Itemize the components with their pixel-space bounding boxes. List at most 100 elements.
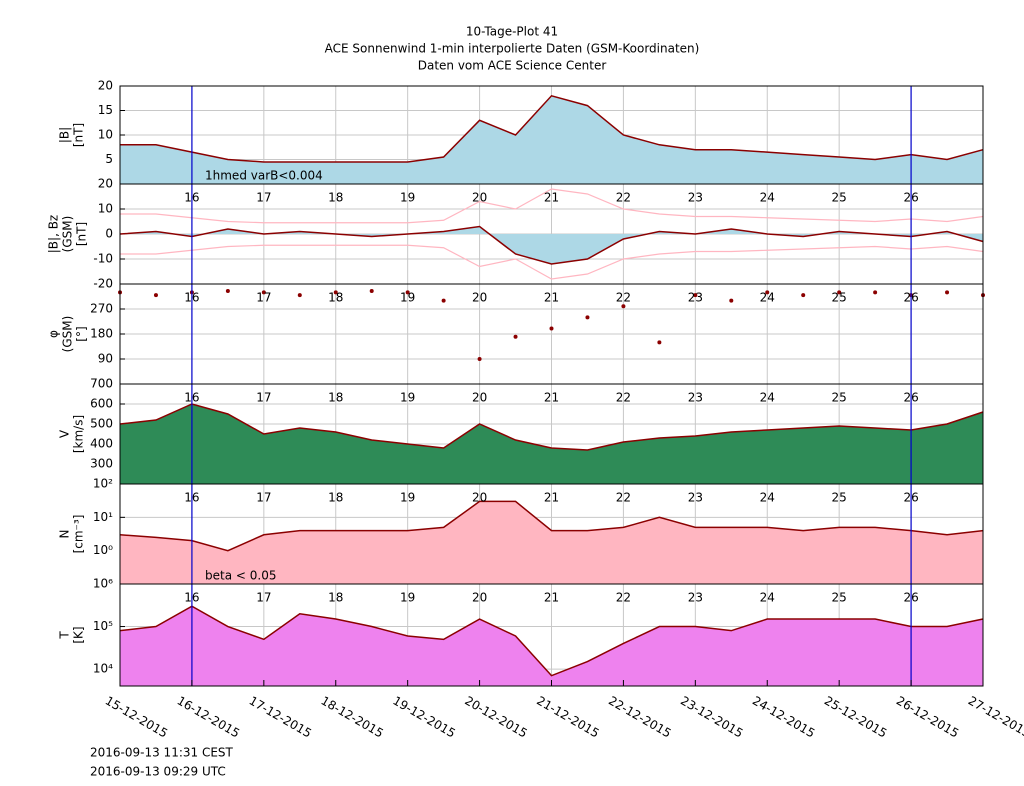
x-tick-label: 21-12-2015 bbox=[534, 694, 601, 741]
y-tick-label: 5 bbox=[105, 152, 113, 166]
day-label: 25 bbox=[832, 591, 847, 605]
area-fill bbox=[120, 226, 983, 264]
day-label: 24 bbox=[760, 391, 775, 405]
y-tick-label: 10⁰ bbox=[93, 543, 113, 557]
data-point bbox=[837, 290, 842, 295]
data-point bbox=[657, 340, 662, 345]
day-label: 22 bbox=[616, 391, 631, 405]
y-axis-label: [K] bbox=[72, 626, 86, 643]
y-axis-label: [nT] bbox=[75, 222, 89, 246]
data-point bbox=[333, 290, 338, 295]
day-label: 18 bbox=[328, 491, 343, 505]
day-label: 21 bbox=[544, 391, 559, 405]
x-tick-label: 27-12-2015 bbox=[966, 694, 1024, 741]
day-label: 25 bbox=[832, 291, 847, 305]
y-axis-label: N bbox=[58, 530, 72, 539]
day-label: 22 bbox=[616, 591, 631, 605]
day-label: 18 bbox=[328, 391, 343, 405]
day-label: 25 bbox=[832, 191, 847, 205]
y-axis-label: φ bbox=[47, 330, 61, 338]
data-point bbox=[585, 315, 590, 320]
day-label: 19 bbox=[400, 391, 415, 405]
annotation: beta < 0.05 bbox=[205, 569, 276, 583]
day-label: 18 bbox=[328, 291, 343, 305]
data-point bbox=[621, 304, 626, 309]
y-tick-label: -20 bbox=[93, 277, 113, 291]
x-tick-label: 20-12-2015 bbox=[462, 694, 529, 741]
day-label: 20 bbox=[472, 491, 487, 505]
data-line bbox=[120, 94, 984, 163]
y-tick-label: 10⁴ bbox=[93, 662, 113, 676]
y-axis-label: [nT] bbox=[72, 123, 86, 147]
subtitle: Daten vom ACE Science Center bbox=[418, 59, 607, 73]
day-label: 20 bbox=[472, 391, 487, 405]
day-label: 16 bbox=[184, 491, 199, 505]
x-tick-label: 25-12-2015 bbox=[822, 694, 889, 741]
data-point bbox=[441, 298, 446, 303]
y-axis-label: [°] bbox=[75, 326, 89, 341]
x-tick-label: 26-12-2015 bbox=[894, 694, 961, 741]
data-point bbox=[261, 290, 266, 295]
data-line bbox=[119, 605, 984, 677]
day-label: 24 bbox=[760, 191, 775, 205]
day-label: 23 bbox=[688, 491, 703, 505]
day-label: 25 bbox=[832, 391, 847, 405]
y-axis-label: T bbox=[58, 631, 72, 640]
day-label: 19 bbox=[400, 191, 415, 205]
day-label: 23 bbox=[688, 391, 703, 405]
x-tick-label: 17-12-2015 bbox=[247, 694, 314, 741]
day-label: 17 bbox=[256, 291, 271, 305]
title: 10-Tage-Plot 41 bbox=[466, 25, 558, 39]
area-fill bbox=[120, 404, 983, 484]
data-line bbox=[119, 225, 984, 265]
day-label: 22 bbox=[616, 191, 631, 205]
annotation: 1hmed varB<0.004 bbox=[205, 169, 323, 183]
day-label: 23 bbox=[688, 191, 703, 205]
y-tick-label: 90 bbox=[98, 352, 113, 366]
day-label: 22 bbox=[616, 491, 631, 505]
day-label: 26 bbox=[903, 191, 918, 205]
y-tick-label: 0 bbox=[105, 227, 113, 241]
y-axis-label: [cm⁻³] bbox=[72, 515, 86, 554]
day-label: 17 bbox=[256, 591, 271, 605]
day-label: 25 bbox=[832, 491, 847, 505]
y-tick-label: 10⁶ bbox=[93, 577, 113, 591]
y-axis-label: (GSM) bbox=[61, 216, 75, 253]
footer-time: 2016-09-13 09:29 UTC bbox=[90, 765, 226, 779]
data-point bbox=[873, 290, 878, 295]
day-label: 16 bbox=[184, 591, 199, 605]
day-label: 23 bbox=[688, 591, 703, 605]
data-point bbox=[945, 290, 950, 295]
y-tick-label: 20 bbox=[98, 177, 113, 191]
area-fill bbox=[120, 606, 983, 686]
day-label: 18 bbox=[328, 191, 343, 205]
area-fill bbox=[120, 501, 983, 584]
day-label: 19 bbox=[400, 591, 415, 605]
data-point bbox=[405, 290, 410, 295]
day-label: 21 bbox=[544, 491, 559, 505]
y-tick-label: 600 bbox=[90, 397, 113, 411]
y-tick-label: 10 bbox=[98, 128, 113, 142]
day-label: 16 bbox=[184, 391, 199, 405]
day-label: 19 bbox=[400, 291, 415, 305]
y-tick-label: -10 bbox=[93, 252, 113, 266]
data-point bbox=[153, 293, 158, 298]
day-label: 26 bbox=[903, 591, 918, 605]
day-label: 18 bbox=[328, 591, 343, 605]
y-tick-label: 20 bbox=[98, 79, 113, 93]
envelope-line bbox=[120, 244, 984, 280]
data-point bbox=[297, 293, 302, 298]
y-tick-label: 700 bbox=[90, 377, 113, 391]
y-axis-label: [km/s] bbox=[72, 415, 86, 453]
x-tick-label: 18-12-2015 bbox=[319, 694, 386, 741]
y-tick-label: 500 bbox=[90, 417, 113, 431]
x-tick-label: 15-12-2015 bbox=[103, 694, 170, 741]
x-tick-label: 23-12-2015 bbox=[678, 694, 745, 741]
data-point bbox=[369, 288, 374, 293]
day-label: 21 bbox=[544, 291, 559, 305]
data-point bbox=[477, 357, 482, 361]
y-tick-label: 10 bbox=[98, 202, 113, 216]
y-tick-label: 10¹ bbox=[93, 510, 113, 524]
y-tick-label: 180 bbox=[90, 327, 113, 341]
